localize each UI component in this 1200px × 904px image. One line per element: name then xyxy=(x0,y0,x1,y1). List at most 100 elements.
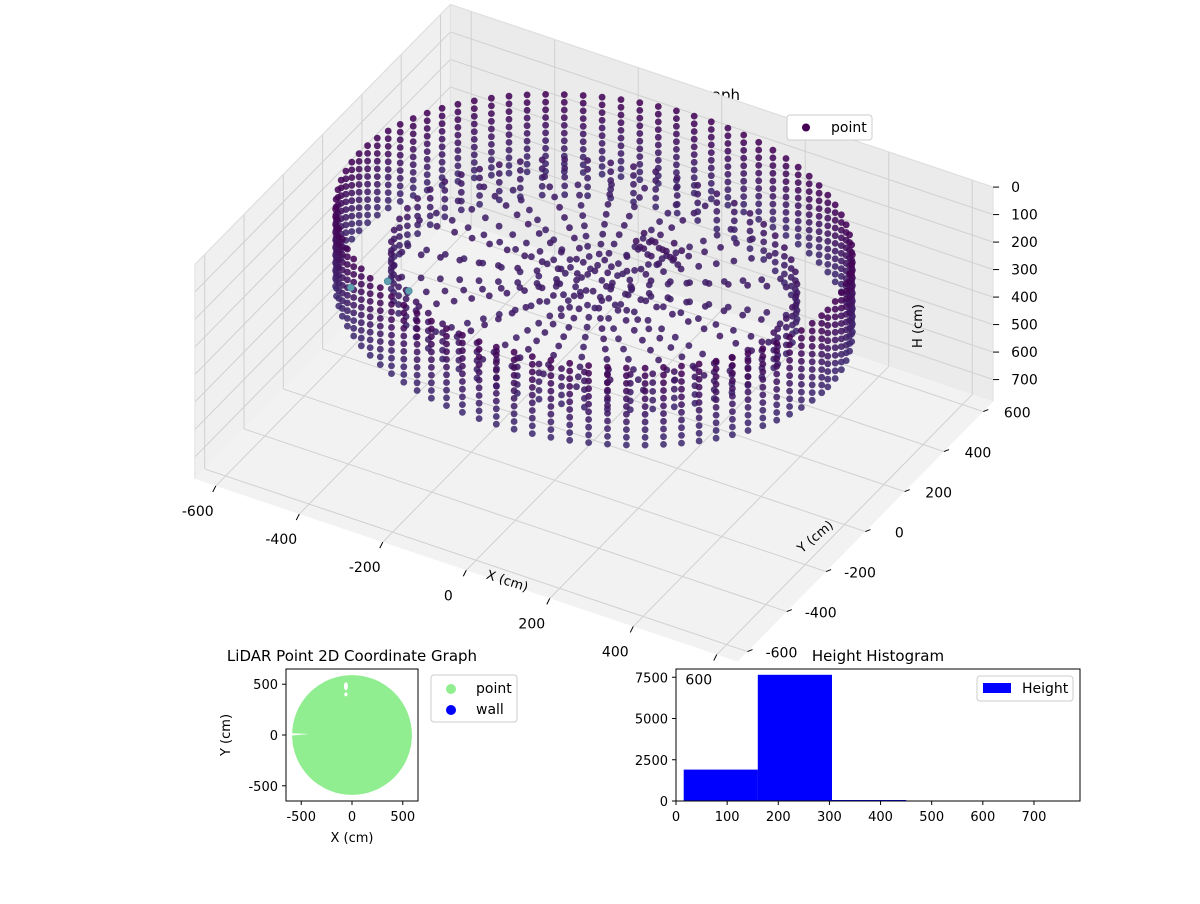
point-3d xyxy=(367,275,374,282)
point-3d xyxy=(623,317,630,324)
point-3d xyxy=(773,355,780,362)
point-3d xyxy=(548,411,555,418)
point-3d xyxy=(624,253,631,260)
point-3d xyxy=(455,147,462,154)
point-3d xyxy=(678,247,685,254)
point-3d xyxy=(824,215,831,222)
point-3d xyxy=(558,249,565,256)
point-3d xyxy=(786,372,793,379)
point-3d xyxy=(755,154,762,161)
point-3d xyxy=(580,92,587,99)
point-3d xyxy=(806,242,813,249)
point-3d xyxy=(838,312,845,319)
point-3d xyxy=(493,367,500,374)
point-3d xyxy=(385,128,392,135)
point-3d xyxy=(388,347,395,354)
point-3d xyxy=(523,304,530,311)
point-3d xyxy=(496,170,503,177)
point-3d xyxy=(809,366,816,373)
plot-2d-ylabel: Y (cm) xyxy=(219,714,234,757)
point-3d xyxy=(660,303,667,310)
point-3d xyxy=(539,157,546,164)
xtick-mark xyxy=(547,598,550,604)
point-3d xyxy=(669,311,676,318)
point-3d xyxy=(410,177,417,184)
point-3d xyxy=(459,370,466,377)
point-3d xyxy=(759,422,766,429)
point-3d xyxy=(459,394,466,401)
point-3d xyxy=(600,336,607,343)
point-3d xyxy=(585,393,592,400)
point-3d xyxy=(400,333,407,340)
xtick-label: 0 xyxy=(444,588,453,604)
point-3d xyxy=(838,359,845,366)
point-3d xyxy=(566,304,573,311)
point-3d xyxy=(397,136,404,143)
point-3d xyxy=(529,361,536,368)
point-3d xyxy=(755,177,762,184)
point-3d xyxy=(348,182,355,189)
point-3d xyxy=(580,108,587,115)
point-3d xyxy=(471,128,478,135)
point-3d xyxy=(476,201,483,208)
point-3d xyxy=(414,341,421,348)
point-3d xyxy=(713,199,720,206)
point-3d xyxy=(374,181,381,188)
point-3d xyxy=(809,328,816,335)
point-3d xyxy=(671,377,678,384)
point-3d xyxy=(601,221,608,228)
point-3d xyxy=(740,155,747,162)
xtick-label: 400 xyxy=(602,644,629,660)
point-3d xyxy=(579,212,586,219)
point-3d xyxy=(377,292,384,299)
point-3d xyxy=(605,315,612,322)
point-3d xyxy=(745,373,752,380)
point-3d xyxy=(708,142,715,149)
point-3d xyxy=(745,366,752,373)
point-3d xyxy=(818,335,825,342)
point-3d xyxy=(660,426,667,433)
point-3d xyxy=(649,397,656,404)
point-3d xyxy=(832,298,839,305)
point-3d xyxy=(561,165,568,172)
point-3d xyxy=(493,382,500,389)
point-3d xyxy=(481,322,488,329)
point-3d xyxy=(495,262,502,269)
xtick-mark xyxy=(296,514,299,520)
point-3d xyxy=(713,321,720,328)
point-3d xyxy=(674,192,681,199)
point-3d xyxy=(476,369,483,376)
point-3d xyxy=(428,395,435,402)
point-3d xyxy=(566,429,573,436)
point-3d xyxy=(760,221,767,228)
point-3d xyxy=(708,195,715,202)
point-3d xyxy=(818,382,825,389)
point-3d xyxy=(696,407,703,414)
point-3d xyxy=(565,297,572,304)
point-3d xyxy=(678,432,685,439)
point-3d xyxy=(377,284,384,291)
point-3d xyxy=(385,143,392,150)
point-3d xyxy=(772,241,779,248)
point-3d xyxy=(806,196,813,203)
point-3d xyxy=(584,192,591,199)
plot-2d-legend: point wall xyxy=(431,675,517,722)
point-3d xyxy=(502,342,509,349)
point-3d xyxy=(546,313,553,320)
point-3d xyxy=(335,186,342,193)
point-3d xyxy=(696,430,703,437)
point-3d xyxy=(385,182,392,189)
point-3d xyxy=(630,190,637,197)
point-3d xyxy=(427,221,434,228)
point-3d xyxy=(809,382,816,389)
point-3d xyxy=(773,394,780,401)
point-3d xyxy=(358,273,365,280)
point-3d xyxy=(455,101,462,108)
plot-2d-body xyxy=(286,675,412,795)
point-3d xyxy=(544,298,551,305)
point-3d xyxy=(806,219,813,226)
point-3d xyxy=(548,395,555,402)
point-3d xyxy=(439,128,446,135)
point-3d xyxy=(578,202,585,209)
point-3d xyxy=(348,228,355,235)
